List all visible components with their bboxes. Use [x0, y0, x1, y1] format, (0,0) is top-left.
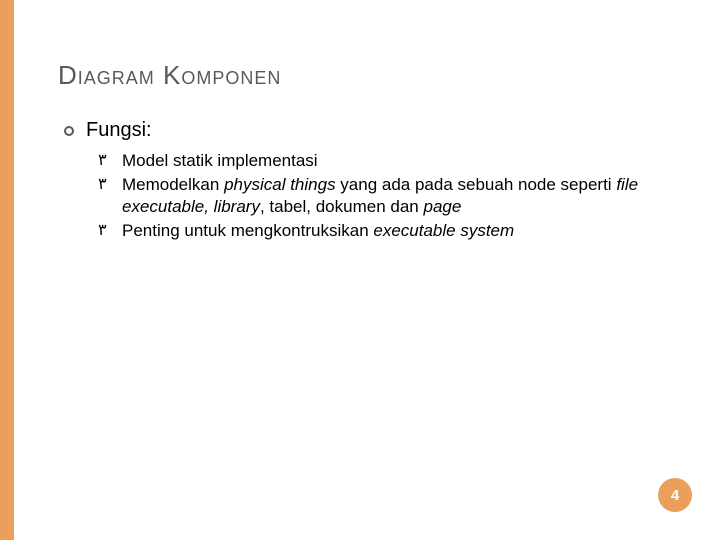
level1-label: Fungsi:	[86, 119, 152, 142]
slide-content: Diagram Komponen Fungsi: ٣ Model statik …	[14, 0, 720, 540]
page-number: 4	[671, 487, 679, 504]
list-item: ٣ Model statik implementasi	[98, 150, 672, 172]
script-bullet-icon: ٣	[98, 150, 116, 172]
level2-list: ٣ Model statik implementasi ٣ Memodelkan…	[98, 150, 672, 242]
list-item: ٣ Memodelkan physical things yang ada pa…	[98, 174, 672, 218]
list-item-text: Model statik implementasi	[122, 150, 318, 172]
level1-block: Fungsi: ٣ Model statik implementasi ٣ Me…	[64, 119, 672, 242]
script-bullet-icon: ٣	[98, 174, 116, 196]
circle-bullet-icon	[64, 126, 74, 136]
list-item-text: Memodelkan physical things yang ada pada…	[122, 174, 672, 218]
accent-left-bar	[0, 0, 14, 540]
list-item-text: Penting untuk mengkontruksikan executabl…	[122, 220, 514, 242]
page-number-badge: 4	[658, 478, 692, 512]
script-bullet-icon: ٣	[98, 220, 116, 242]
level1-row: Fungsi:	[64, 119, 672, 142]
list-item: ٣ Penting untuk mengkontruksikan executa…	[98, 220, 672, 242]
slide-title: Diagram Komponen	[58, 60, 672, 91]
